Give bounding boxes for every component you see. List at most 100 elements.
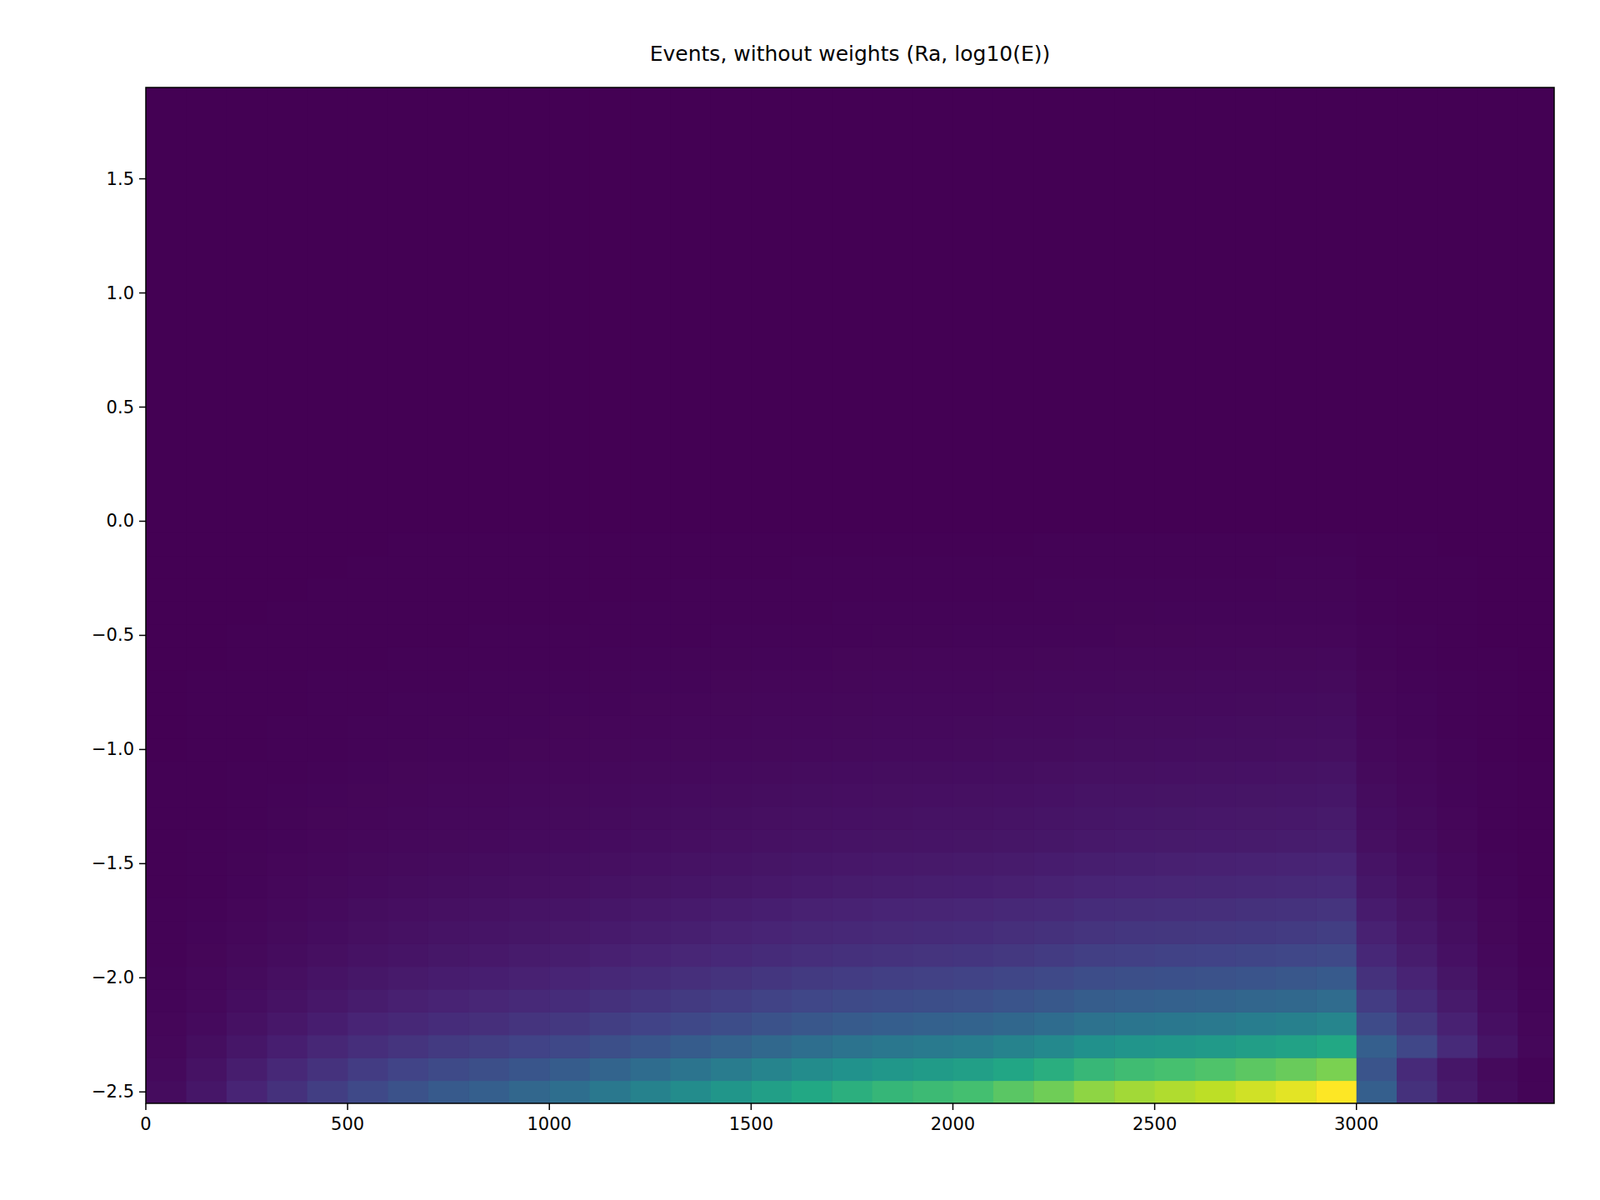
- cell: [1235, 555, 1276, 580]
- cell: [912, 897, 954, 921]
- y-tick: [139, 977, 146, 980]
- cell: [1437, 692, 1479, 716]
- cell: [1275, 532, 1317, 556]
- cell: [428, 624, 470, 648]
- y-tick-label: 1.0: [106, 283, 135, 304]
- cell: [266, 966, 308, 990]
- cell: [710, 1035, 752, 1059]
- cell: [750, 692, 792, 716]
- cell: [1114, 875, 1155, 899]
- cell: [750, 555, 792, 580]
- cell: [1155, 1080, 1196, 1104]
- cell: [1396, 578, 1438, 602]
- cell: [145, 624, 187, 648]
- cell: [1275, 738, 1317, 762]
- cell: [1033, 989, 1075, 1013]
- cell: [993, 1035, 1035, 1059]
- cell: [670, 624, 712, 648]
- cell: [750, 1080, 792, 1104]
- cell: [428, 943, 470, 967]
- cell: [1517, 646, 1555, 670]
- cell: [590, 738, 631, 762]
- cell: [993, 555, 1035, 580]
- cell: [1033, 692, 1075, 716]
- cell: [145, 578, 187, 602]
- cell: [912, 87, 954, 534]
- cell: [428, 555, 470, 580]
- cell: [266, 760, 308, 785]
- cell: [509, 943, 550, 967]
- cell: [710, 966, 752, 990]
- cell: [1437, 989, 1479, 1013]
- cell: [145, 600, 187, 625]
- cell: [1396, 1035, 1438, 1059]
- cell: [872, 1057, 914, 1081]
- cell: [347, 852, 389, 876]
- cell: [1517, 87, 1555, 534]
- cell: [1396, 1057, 1438, 1081]
- cell: [993, 875, 1035, 899]
- cell: [1033, 578, 1075, 602]
- x-tick-label: 1500: [729, 1114, 774, 1135]
- cell: [831, 852, 873, 876]
- cell: [1437, 966, 1479, 990]
- cell: [226, 852, 268, 876]
- cell: [226, 1035, 268, 1059]
- cell: [347, 715, 389, 739]
- cell: [307, 1080, 349, 1104]
- cell: [710, 1080, 752, 1104]
- cell: [872, 1011, 914, 1035]
- cell: [428, 1011, 470, 1035]
- y-tick-label: 1.5: [106, 169, 135, 190]
- cell: [428, 852, 470, 876]
- cell: [1437, 920, 1479, 945]
- cell: [993, 532, 1035, 556]
- cell: [428, 646, 470, 670]
- cell: [791, 806, 833, 830]
- cell: [1275, 875, 1317, 899]
- cell: [1517, 806, 1555, 830]
- cell: [831, 555, 873, 580]
- x-tick: [1355, 1103, 1358, 1110]
- cell: [1315, 852, 1357, 876]
- cell: [590, 600, 631, 625]
- cell: [1074, 783, 1115, 807]
- cell: [1315, 87, 1357, 534]
- cell: [1437, 783, 1479, 807]
- cell: [347, 532, 389, 556]
- cell: [912, 852, 954, 876]
- cell: [1275, 966, 1317, 990]
- cell: [185, 783, 227, 807]
- cell: [266, 532, 308, 556]
- cell: [347, 624, 389, 648]
- cell: [912, 1035, 954, 1059]
- cell: [1033, 852, 1075, 876]
- cell: [226, 600, 268, 625]
- cell: [1155, 989, 1196, 1013]
- cell: [1235, 920, 1276, 945]
- cell: [750, 852, 792, 876]
- cell: [750, 920, 792, 945]
- cell: [710, 943, 752, 967]
- cell: [1315, 920, 1357, 945]
- cell: [952, 806, 994, 830]
- y-tick: [139, 406, 146, 409]
- cell: [630, 600, 671, 625]
- cell: [630, 624, 671, 648]
- cell: [1033, 1035, 1075, 1059]
- cell: [307, 875, 349, 899]
- cell: [630, 1080, 671, 1104]
- cell: [347, 943, 389, 967]
- cell: [388, 897, 430, 921]
- y-tick-label: −1.0: [91, 739, 135, 760]
- cell: [993, 897, 1035, 921]
- cell: [710, 738, 752, 762]
- cell: [1195, 715, 1236, 739]
- cell: [1033, 875, 1075, 899]
- cell: [1396, 715, 1438, 739]
- cell: [549, 555, 590, 580]
- cell: [670, 1035, 712, 1059]
- cell: [1275, 87, 1317, 534]
- cell: [1074, 646, 1115, 670]
- cell: [912, 1057, 954, 1081]
